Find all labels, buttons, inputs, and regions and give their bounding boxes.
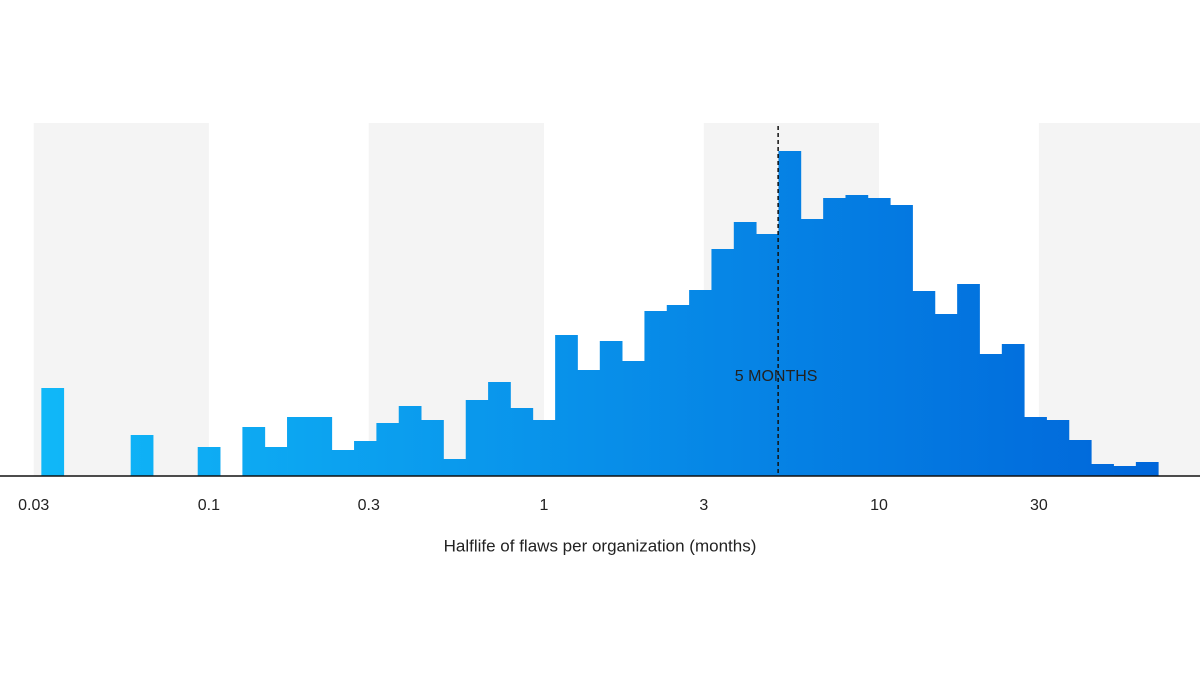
bar — [845, 195, 869, 476]
bar — [622, 361, 645, 476]
x-tick-label: 0.03 — [18, 497, 49, 514]
bar — [1024, 417, 1047, 476]
bar — [242, 427, 266, 476]
bar — [689, 290, 712, 476]
bar — [41, 388, 65, 476]
x-axis-label: Halflife of flaws per organization (mont… — [444, 536, 757, 555]
bar — [666, 305, 690, 476]
bar — [264, 447, 288, 476]
bar — [555, 335, 578, 476]
bar — [957, 284, 980, 476]
bar — [354, 441, 377, 476]
bar — [599, 341, 623, 476]
x-tick-label: 0.3 — [358, 497, 380, 514]
bar — [823, 198, 846, 476]
bar — [890, 205, 913, 476]
bar — [287, 417, 310, 476]
x-tick-label: 3 — [699, 497, 708, 514]
bar — [756, 234, 779, 476]
x-tick-label: 1 — [539, 497, 548, 514]
bar — [934, 314, 958, 476]
bar — [1001, 344, 1025, 476]
bar — [421, 420, 444, 476]
bar — [711, 249, 735, 476]
bar — [800, 219, 824, 476]
median-label: 5 MONTHS — [735, 368, 818, 385]
bar — [1135, 462, 1159, 476]
bar — [398, 406, 422, 476]
x-tick-label: 30 — [1030, 497, 1048, 514]
bar — [867, 198, 891, 476]
bar — [331, 450, 355, 476]
bar — [1113, 466, 1137, 476]
bar — [197, 447, 221, 476]
bar — [488, 382, 511, 476]
bar — [912, 291, 936, 476]
bar — [733, 222, 757, 476]
bar — [309, 417, 333, 476]
bar — [465, 400, 489, 476]
x-tick-label: 10 — [870, 497, 888, 514]
bar — [577, 370, 601, 476]
bar — [510, 408, 534, 476]
bar — [1068, 440, 1092, 476]
bar — [644, 311, 668, 476]
bar — [979, 354, 1003, 476]
x-tick-label: 0.1 — [198, 497, 220, 514]
bar — [130, 435, 154, 476]
bar — [376, 423, 400, 476]
bar — [532, 420, 556, 476]
bar — [1046, 420, 1070, 476]
bar — [443, 459, 467, 476]
grid-band — [1038, 123, 1200, 476]
bar — [778, 151, 802, 476]
bar — [1091, 464, 1114, 476]
